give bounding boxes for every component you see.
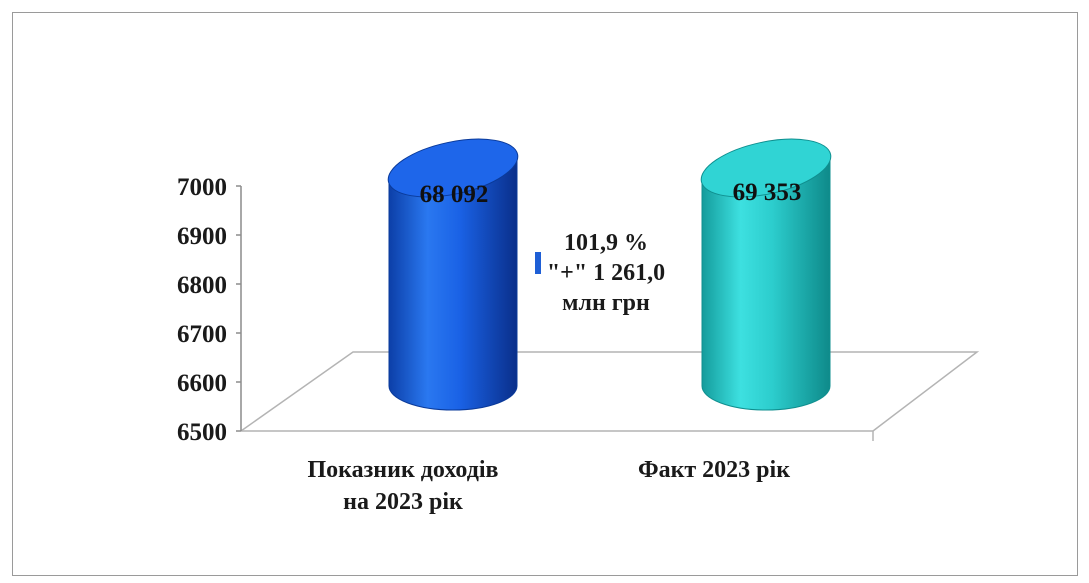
x-category-label: Показник доходів xyxy=(308,457,499,483)
y-tick-label: 7000 xyxy=(177,174,227,201)
bar-top xyxy=(387,138,519,198)
y-tick-label: 6800 xyxy=(177,272,227,299)
y-tick-label: 6900 xyxy=(177,223,227,250)
annotation-marker xyxy=(535,252,541,274)
bar-cylinder-1 xyxy=(700,138,832,411)
y-tick-label: 6500 xyxy=(177,419,227,446)
bar-cylinder-0 xyxy=(387,138,519,411)
bar-top xyxy=(700,138,832,198)
chart-floor xyxy=(240,351,980,441)
x-category-label: на 2023 рік xyxy=(343,489,463,515)
x-category-label: Факт 2023 рік xyxy=(638,457,790,483)
y-axis xyxy=(236,185,242,432)
annotation-line: млн грн xyxy=(562,290,650,316)
data-label: 69 353 xyxy=(733,179,802,206)
bar-body xyxy=(388,153,518,411)
y-tick-label: 6700 xyxy=(177,321,227,348)
annotation-line: "+" 1 261,0 xyxy=(547,260,665,286)
chart-frame xyxy=(12,12,1078,576)
annotation-line: 101,9 % xyxy=(564,230,648,256)
y-tick-label: 6600 xyxy=(177,370,227,397)
bar-body xyxy=(701,153,831,411)
data-label: 68 092 xyxy=(420,181,489,208)
